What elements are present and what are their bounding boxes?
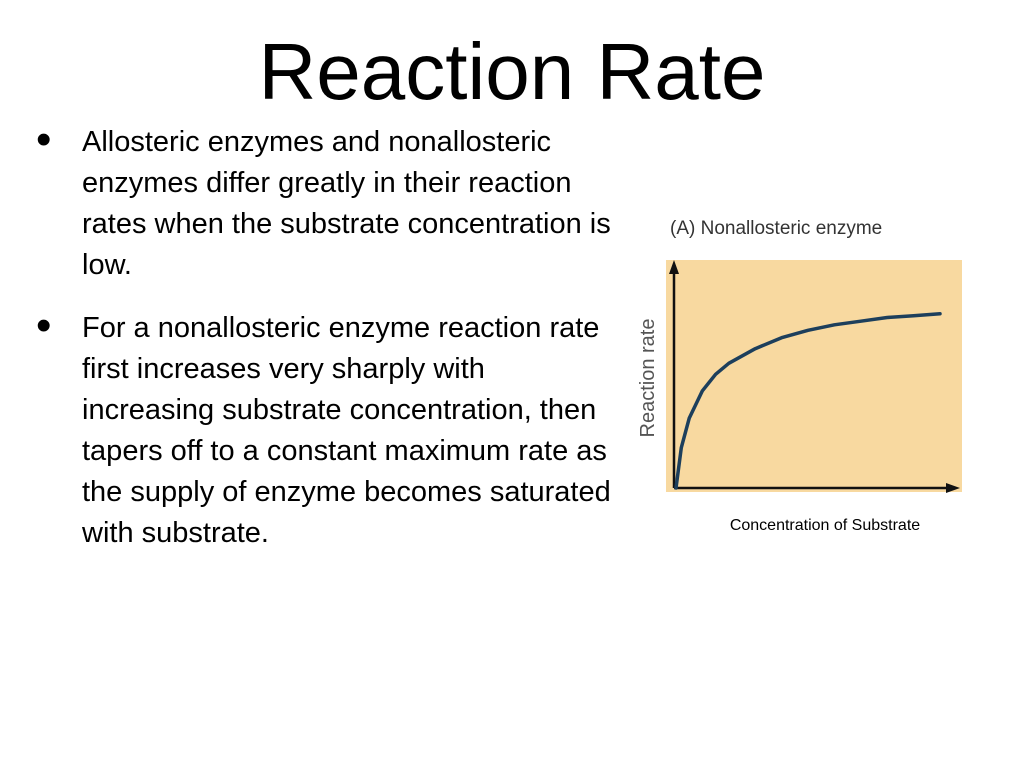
x-axis-caption: Concentration of Substrate — [729, 517, 921, 534]
bullet-dot: • — [36, 115, 52, 164]
bullet-list: • Allosteric enzymes and nonallosteric e… — [36, 118, 616, 576]
bullet-text: For a nonallosteric enzyme reaction rate… — [82, 312, 611, 549]
rate-chart: (A) Nonallosteric enzyme Reaction rate — [637, 218, 962, 493]
rate-curve — [674, 312, 942, 490]
bullet-dot: • — [36, 301, 52, 350]
enzyme-rate-figure: (A) Nonallosteric enzyme Reaction rate — [630, 212, 980, 552]
x-axis-arrow — [946, 483, 960, 493]
panel-title: (A) Nonallosteric enzyme — [670, 218, 882, 239]
bullet-item: • Allosteric enzymes and nonallosteric e… — [36, 118, 616, 286]
plot-background — [666, 260, 962, 492]
bullet-item: • For a nonallosteric enzyme reaction ra… — [36, 304, 616, 554]
y-axis-label: Reaction rate — [637, 319, 659, 438]
bullet-text: Allosteric enzymes and nonallosteric enz… — [82, 126, 611, 281]
slide-title: Reaction Rate — [258, 27, 766, 116]
y-axis-arrow — [669, 260, 679, 274]
